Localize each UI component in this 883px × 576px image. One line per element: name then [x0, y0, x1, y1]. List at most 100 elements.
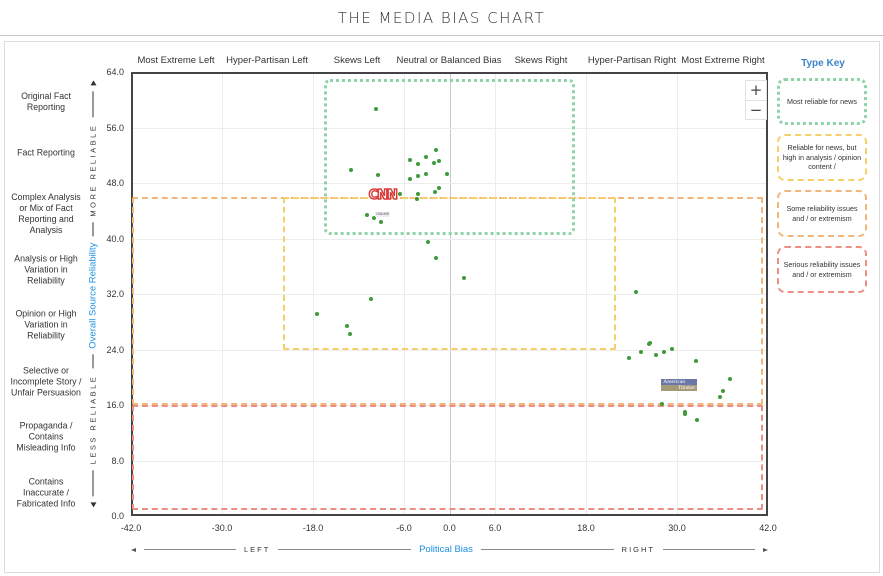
data-point[interactable] — [639, 350, 644, 355]
legend-serious-issues: Serious reliability issues and / or extr… — [777, 246, 867, 293]
right-label: RIGHT — [621, 545, 656, 554]
data-point[interactable] — [426, 239, 431, 244]
x-tick-label: 0.0 — [443, 523, 456, 533]
column-header: Neutral or Balanced Bias — [396, 55, 502, 66]
data-point[interactable] — [423, 155, 428, 160]
data-point[interactable] — [376, 172, 381, 177]
data-point[interactable] — [373, 106, 378, 111]
grid-line-horizontal — [133, 349, 766, 351]
data-point[interactable] — [693, 359, 698, 364]
title-bar: THE MEDIA BIAS CHART — [0, 0, 883, 36]
row-label: Fact Reporting — [17, 147, 75, 158]
zoom-controls: + − — [745, 80, 767, 120]
row-label: Analysis or High Variation in Reliabilit… — [14, 253, 78, 286]
data-point[interactable] — [408, 176, 413, 181]
data-point[interactable] — [398, 192, 403, 197]
y-axis-title: LESS RELIABLE Overall Source Reliability… — [85, 72, 101, 516]
y-tick-label: 56.0 — [106, 122, 124, 133]
less-reliable-label: LESS RELIABLE — [88, 374, 98, 465]
data-point[interactable] — [653, 353, 658, 358]
data-point[interactable] — [662, 350, 667, 355]
data-point[interactable] — [669, 346, 674, 351]
column-header: Hyper-Partisan Left — [226, 55, 308, 66]
data-point[interactable] — [433, 147, 438, 152]
data-point[interactable] — [436, 185, 441, 190]
grid-line-horizontal — [133, 238, 766, 240]
american-thinker-logo-bottom: Thinker — [661, 384, 698, 391]
row-label: Complex Analysis or Mix of Fact Reportin… — [11, 192, 81, 235]
x-tick-label: 6.0 — [488, 523, 502, 533]
data-point[interactable] — [461, 276, 466, 281]
cnn-logo-text: CNN — [368, 188, 399, 204]
x-tick-label: 18.0 — [577, 523, 595, 533]
legend-reliable-analysis: Reliable for news, but high in analysis … — [777, 134, 867, 181]
data-point[interactable] — [415, 174, 420, 179]
american-thinker-logo-top: American — [661, 378, 698, 385]
data-point[interactable] — [728, 377, 733, 382]
data-point[interactable] — [415, 192, 420, 197]
data-point[interactable] — [364, 212, 369, 217]
data-point[interactable] — [436, 158, 441, 163]
row-label: Propaganda / Contains Misleading Info — [16, 420, 76, 453]
more-reliable-label: MORE RELIABLE — [88, 123, 98, 217]
left-label: LEFT — [244, 545, 271, 554]
data-point[interactable] — [659, 402, 664, 407]
type-key-legend: Type Key Most reliable for news Reliable … — [777, 58, 869, 302]
y-tick-label: 48.0 — [106, 178, 124, 188]
plot-area[interactable]: CNN ONLINE American Thinker — [131, 72, 768, 516]
american-thinker-logo[interactable]: American Thinker — [661, 378, 698, 391]
cnn-logo[interactable]: CNN ONLINE — [368, 188, 399, 220]
data-point[interactable] — [345, 323, 350, 328]
data-point[interactable] — [433, 190, 438, 195]
arrow-down-icon — [90, 502, 96, 508]
data-point[interactable] — [372, 215, 377, 220]
data-point[interactable] — [694, 418, 699, 423]
grid-line-horizontal — [133, 294, 766, 295]
data-point[interactable] — [432, 160, 437, 165]
data-point[interactable] — [718, 394, 723, 399]
row-label: Opinion or High Variation in Reliability — [15, 308, 77, 341]
data-point[interactable] — [423, 171, 428, 176]
y-tick-label: 40.0 — [106, 233, 124, 244]
y-axis-label: Overall Source Reliability — [87, 242, 99, 349]
zoom-in-button[interactable]: + — [746, 81, 766, 100]
data-point[interactable] — [408, 158, 413, 163]
y-tick-label: 0.0 — [111, 511, 124, 521]
legend-some-issues: Some reliability issues and / or extremi… — [777, 190, 867, 237]
cnn-logo-subtext: ONLINE — [375, 212, 391, 218]
zone-reliable-analysis — [282, 196, 617, 350]
grid-line-horizontal — [133, 127, 766, 129]
column-header: Most Extreme Right — [681, 55, 765, 66]
zoom-out-button[interactable]: − — [746, 100, 766, 119]
data-point[interactable] — [721, 389, 726, 394]
zone-serious-issues — [132, 405, 763, 510]
row-label: Original Fact Reporting — [21, 91, 71, 112]
data-point[interactable] — [368, 296, 373, 301]
column-header: Skews Left — [333, 55, 381, 66]
x-tick-label: -42.0 — [120, 523, 142, 533]
data-point[interactable] — [433, 255, 438, 260]
chart-panel — [4, 41, 880, 573]
column-header: Skews Right — [514, 55, 568, 66]
row-label: Selective or Incomplete Story / Unfair P… — [10, 365, 82, 398]
legend-most-reliable: Most reliable for news — [777, 78, 867, 125]
data-point[interactable] — [415, 162, 420, 167]
x-tick-label: -6.0 — [396, 523, 412, 533]
grid-line-horizontal — [133, 183, 766, 184]
data-point[interactable] — [647, 340, 652, 345]
data-point[interactable] — [445, 171, 450, 176]
data-point[interactable] — [634, 289, 639, 294]
page-title: THE MEDIA BIAS CHART — [337, 8, 546, 27]
data-point[interactable] — [348, 167, 353, 172]
arrow-up-icon — [90, 80, 96, 86]
y-tick-label: 32.0 — [106, 289, 124, 299]
x-tick-label: 42.0 — [759, 523, 777, 533]
data-point[interactable] — [682, 412, 687, 417]
data-point[interactable] — [627, 355, 632, 360]
x-tick-label: -18.0 — [302, 523, 324, 533]
data-point[interactable] — [314, 312, 319, 317]
data-point[interactable] — [414, 196, 419, 201]
data-point[interactable] — [682, 409, 687, 414]
data-point[interactable] — [348, 332, 353, 337]
data-point[interactable] — [379, 219, 384, 224]
